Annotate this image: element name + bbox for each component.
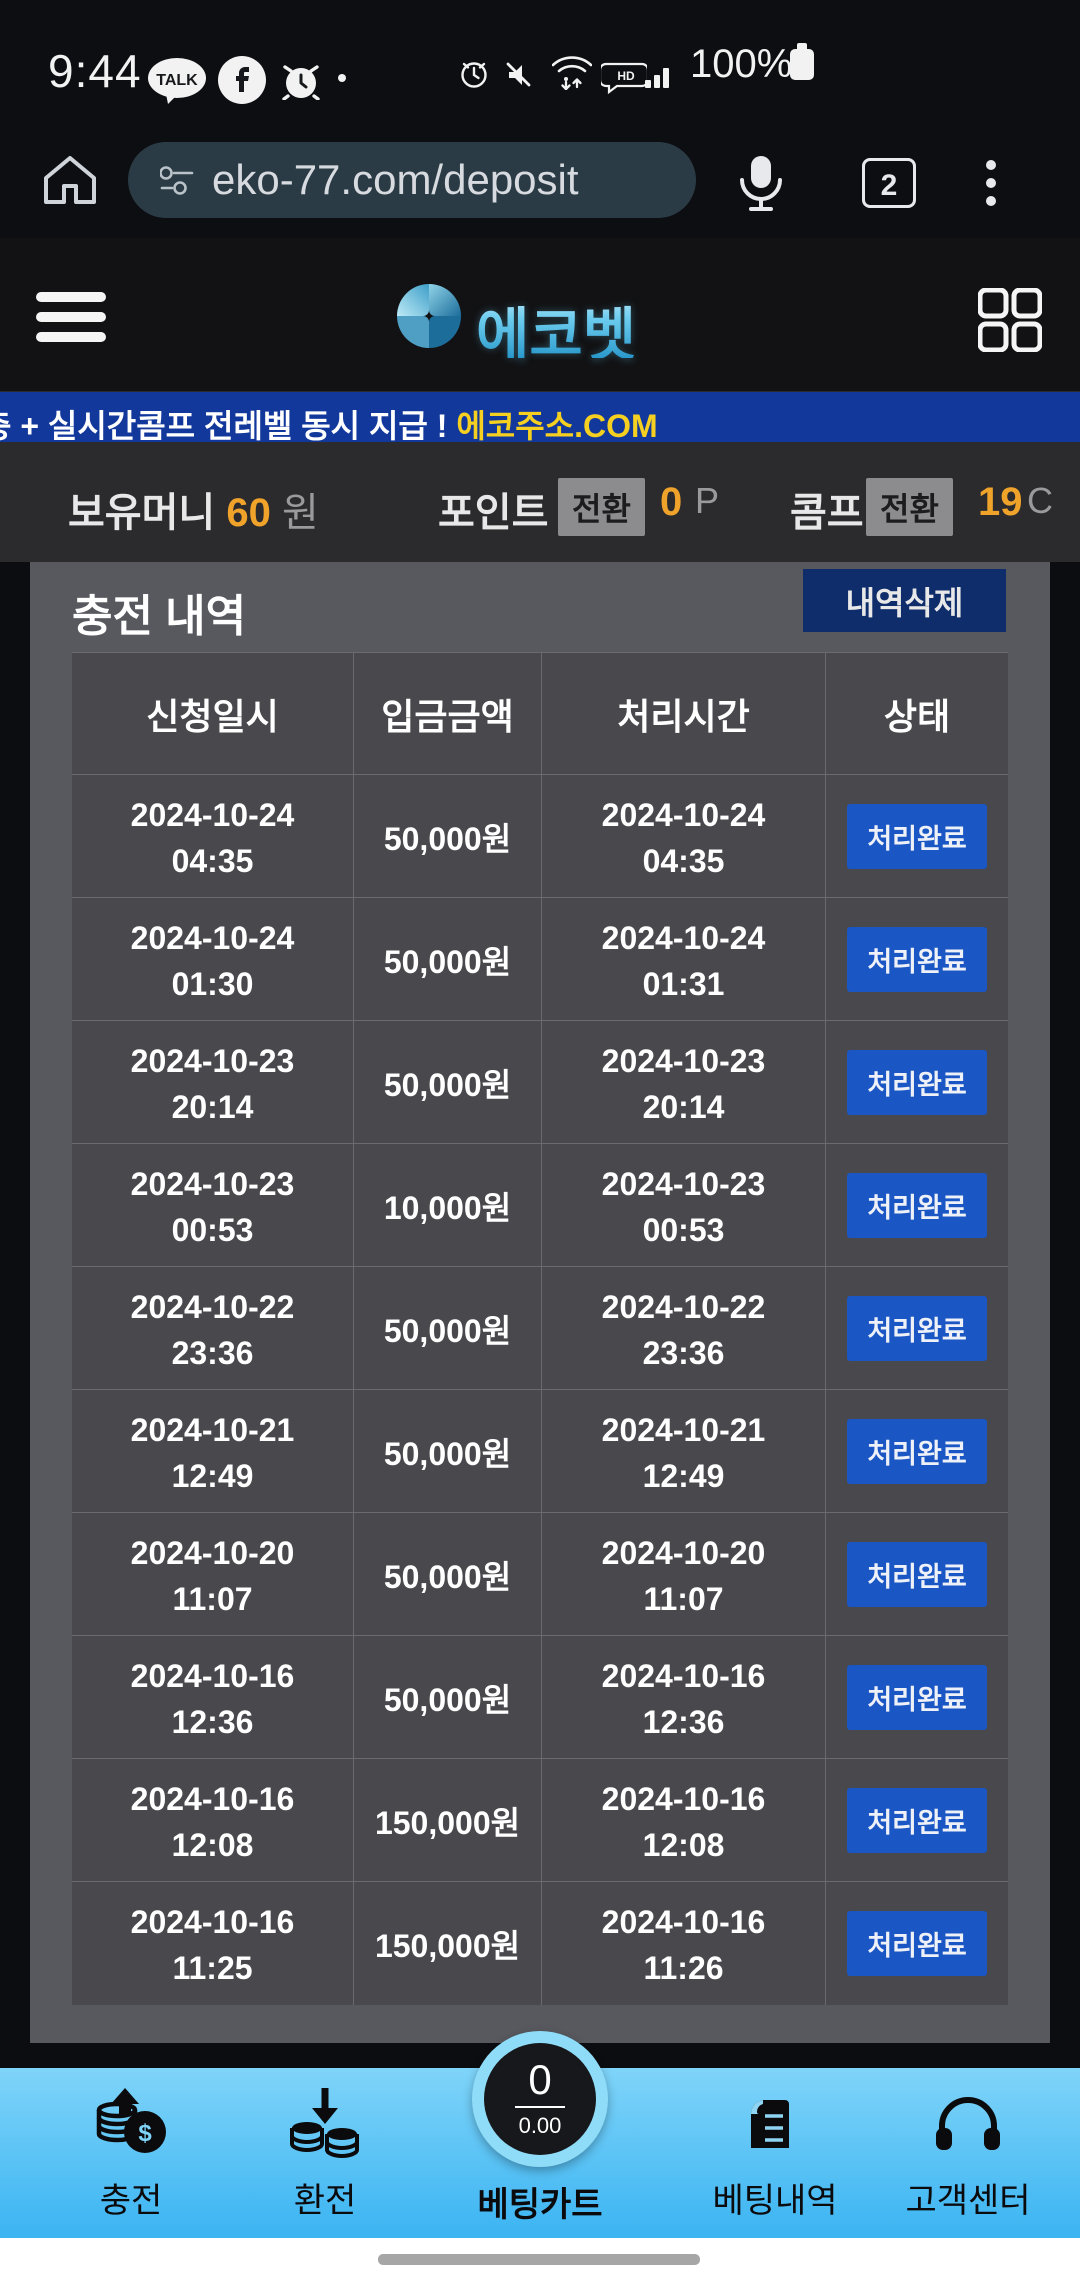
svg-text:TALK: TALK: [156, 72, 198, 89]
svg-text:HD: HD: [617, 69, 635, 83]
svg-text:$: $: [138, 2120, 152, 2147]
